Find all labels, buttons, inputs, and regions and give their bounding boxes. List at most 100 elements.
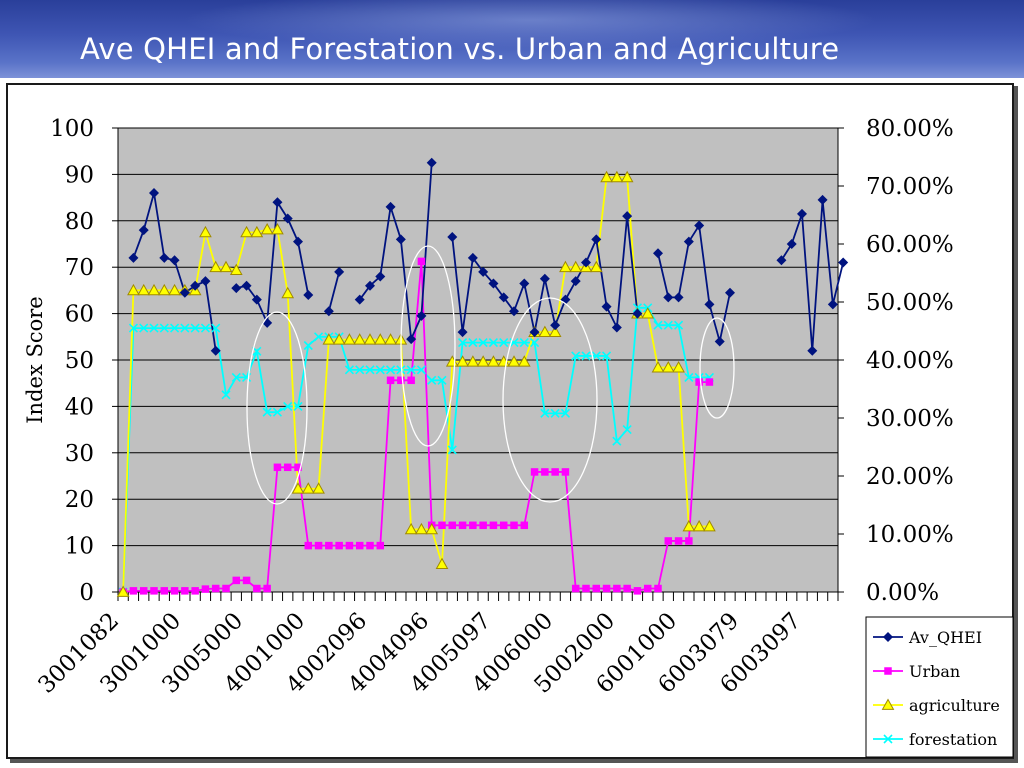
urban-point [520, 521, 529, 530]
forestation-point [375, 365, 385, 375]
forestation-point [663, 320, 673, 330]
y-tick-label: 60 [65, 302, 94, 328]
series-markers [116, 157, 849, 597]
agriculture-point [281, 286, 295, 299]
forestation-point [684, 372, 694, 382]
x-marker-stroke [488, 338, 498, 348]
agriculture-point [538, 325, 552, 338]
av-qhei-point [406, 334, 417, 345]
urban-point [530, 468, 539, 476]
x-marker-stroke [396, 365, 406, 375]
urban-point [458, 521, 467, 530]
urban-point [181, 587, 189, 595]
x-marker-stroke [262, 407, 272, 417]
forestation-point [458, 338, 468, 348]
agriculture-point [425, 522, 439, 535]
urban-point [242, 576, 251, 585]
av-qhei-point [457, 327, 468, 338]
y2-tick-label: 60.00% [866, 232, 954, 258]
av-qhei-point [591, 234, 602, 245]
x-marker-stroke [530, 338, 540, 348]
forestation-point [406, 365, 416, 375]
av-qhei-point [272, 197, 283, 208]
av-qhei-point [159, 252, 170, 263]
av-qhei-point [128, 252, 139, 263]
x-marker-stroke [375, 365, 385, 375]
agriculture-point [137, 283, 151, 296]
x-marker-stroke [478, 338, 488, 348]
agriculture-point [620, 170, 634, 183]
agriculture-point [363, 333, 377, 345]
av-qhei-point [529, 327, 540, 338]
y2-tick-labels: 0.00% 10.00% 20.00% 30.00% 40.00% 50.00% 60.00… [866, 116, 954, 606]
av-qhei-point [550, 320, 561, 331]
urban-point [654, 584, 662, 593]
y-tick-label: 40 [65, 394, 94, 420]
x-marker-stroke [344, 365, 354, 375]
urban-point [499, 521, 508, 530]
y2-tick-label: 20.00% [866, 464, 954, 490]
x-marker-stroke [560, 408, 570, 418]
x-marker-stroke [303, 340, 313, 351]
x-marker-stroke [231, 372, 241, 382]
av-qhei-point [334, 266, 345, 277]
forestation-point [303, 340, 313, 351]
x-marker-stroke [540, 408, 550, 418]
urban-point [448, 521, 457, 530]
av-qhei-point [632, 308, 643, 319]
urban-point [211, 584, 220, 593]
agriculture-point [127, 283, 140, 296]
av-qhei-point [786, 239, 797, 249]
forestation-point [602, 351, 612, 361]
urban-point [664, 537, 673, 545]
agriculture-point [157, 283, 171, 296]
urban-point [253, 584, 261, 593]
agriculture-point [219, 260, 233, 273]
x-marker-stroke [221, 390, 231, 400]
agriculture-point [343, 333, 356, 345]
x-marker-stroke [355, 365, 365, 375]
x-marker-stroke [252, 346, 262, 356]
av-qhei-point [817, 194, 828, 205]
y2-tick-label: 80.00% [866, 116, 954, 142]
forestation-point [550, 408, 560, 418]
x-marker-stroke [406, 365, 416, 375]
urban-point [541, 468, 549, 476]
y-tick-labels: 0 10 20 30 40 50 60 70 80 90 100 [50, 116, 94, 606]
y2-tick-label: 70.00% [866, 174, 954, 200]
av-qhei-point [488, 278, 499, 289]
x-marker-stroke [550, 408, 560, 418]
av-qhei-point [282, 213, 293, 224]
legend: Av_QHEI Urban agriculture forestation [865, 616, 1014, 758]
forestation-point [211, 323, 221, 333]
av-qhei-point [714, 336, 725, 347]
y-tick-label: 100 [50, 116, 94, 142]
forestation-point [468, 338, 478, 348]
agriculture-point [147, 283, 161, 296]
x-marker-stroke [293, 401, 303, 411]
av-qhei-point [776, 255, 787, 266]
urban-point [489, 521, 498, 530]
forestation-point [540, 408, 550, 418]
urban-point [551, 468, 559, 476]
legend-marker [883, 734, 893, 744]
urban-point [294, 463, 302, 472]
forestation-point [653, 320, 663, 330]
av-qhei-point [663, 292, 674, 303]
x-tick-marks [117, 592, 839, 601]
x-marker-stroke [653, 320, 663, 330]
forestation-point [355, 365, 365, 375]
av-qhei-point [416, 310, 427, 321]
agriculture-point [322, 333, 336, 345]
agriculture-point [651, 361, 665, 373]
av-qhei-point [683, 236, 694, 247]
urban-point [695, 378, 703, 386]
av-qhei-point [498, 292, 509, 303]
urban-point [582, 584, 590, 593]
agriculture-point [373, 333, 387, 345]
x-marker-stroke [170, 323, 180, 333]
forestation-point [416, 365, 426, 375]
urban-point [643, 584, 652, 593]
av-qhei-point [797, 208, 807, 219]
highlight-circle [502, 297, 598, 503]
